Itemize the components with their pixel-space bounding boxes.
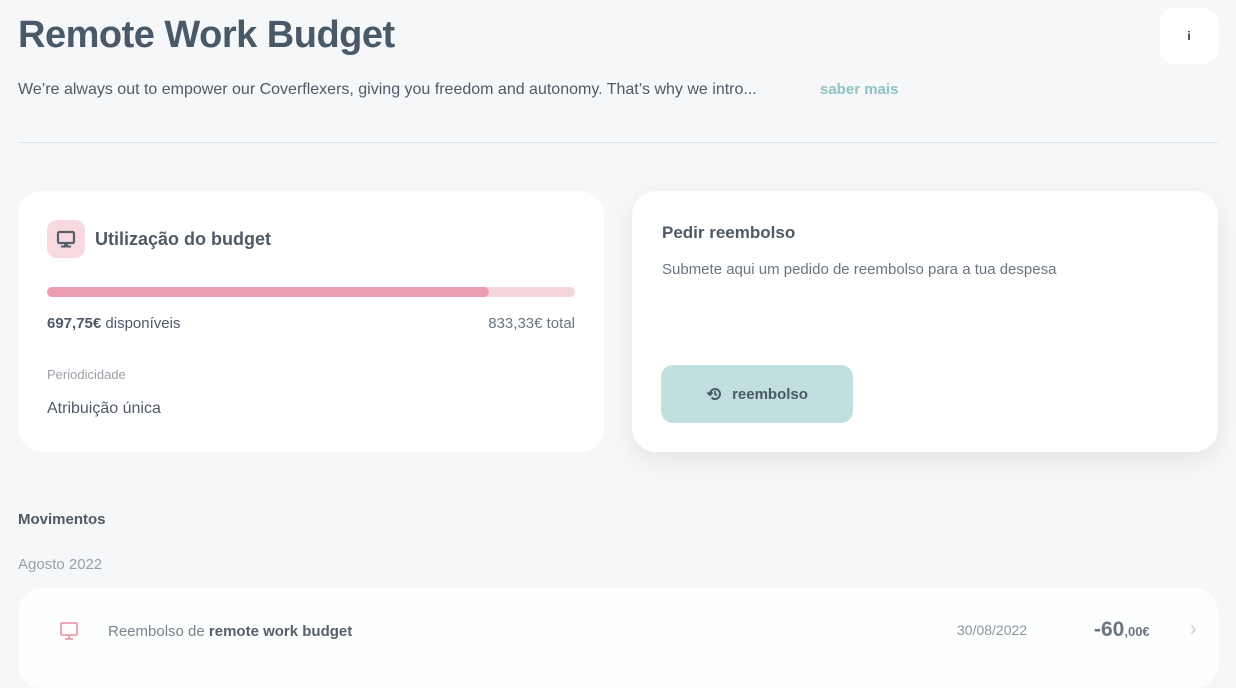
total-amount: 833,33€ total: [488, 315, 575, 332]
budget-title: Utilização do budget: [95, 229, 272, 249]
page-title: Remote Work Budget: [18, 14, 395, 56]
refund-button-label: reembolso: [732, 385, 808, 403]
month-label: Agosto 2022: [18, 556, 103, 573]
budget-usage-card: Utilização do budget 697,75€ disponíveis…: [18, 191, 604, 452]
saber-mais-link[interactable]: saber mais: [820, 81, 899, 98]
divider: [18, 142, 1218, 143]
movement-label: Reembolso de remote work budget: [108, 623, 352, 640]
info-button[interactable]: i: [1160, 8, 1218, 64]
budget-progress-bar: [47, 287, 575, 297]
available-suffix: disponíveis: [101, 315, 181, 332]
history-icon: [706, 388, 722, 401]
monitor-icon: [47, 220, 85, 258]
amount-decimal: ,00€: [1124, 624, 1150, 639]
periodicity-value: Atribuição única: [47, 400, 161, 417]
refund-title: Pedir reembolso: [662, 223, 796, 242]
movement-date: 30/08/2022: [957, 622, 1028, 638]
available-value: 697,75€: [47, 315, 102, 332]
refund-button[interactable]: reembolso: [661, 365, 853, 423]
available-amount: 697,75€ disponíveis: [47, 315, 180, 332]
periodicity-label: Periodicidade: [47, 367, 126, 382]
page-description: We’re always out to empower our Coverfle…: [18, 81, 757, 98]
amount-integer: -60: [1094, 618, 1125, 641]
monitor-icon: [60, 622, 78, 640]
budget-progress-fill: [47, 287, 489, 297]
movement-amount: -60,00€: [1094, 618, 1150, 642]
movement-label-prefix: Reembolso de: [108, 623, 209, 640]
info-icon: i: [1187, 29, 1191, 43]
movement-label-bold: remote work budget: [208, 623, 353, 640]
movement-row[interactable]: Reembolso de remote work budget 30/08/20…: [18, 588, 1218, 688]
movements-title: Movimentos: [18, 511, 106, 528]
refund-description: Submete aqui um pedido de reembolso para…: [662, 261, 1057, 278]
chevron-right-icon[interactable]: ›: [1190, 618, 1197, 640]
refund-card: Pedir reembolso Submete aqui um pedido d…: [632, 191, 1218, 452]
